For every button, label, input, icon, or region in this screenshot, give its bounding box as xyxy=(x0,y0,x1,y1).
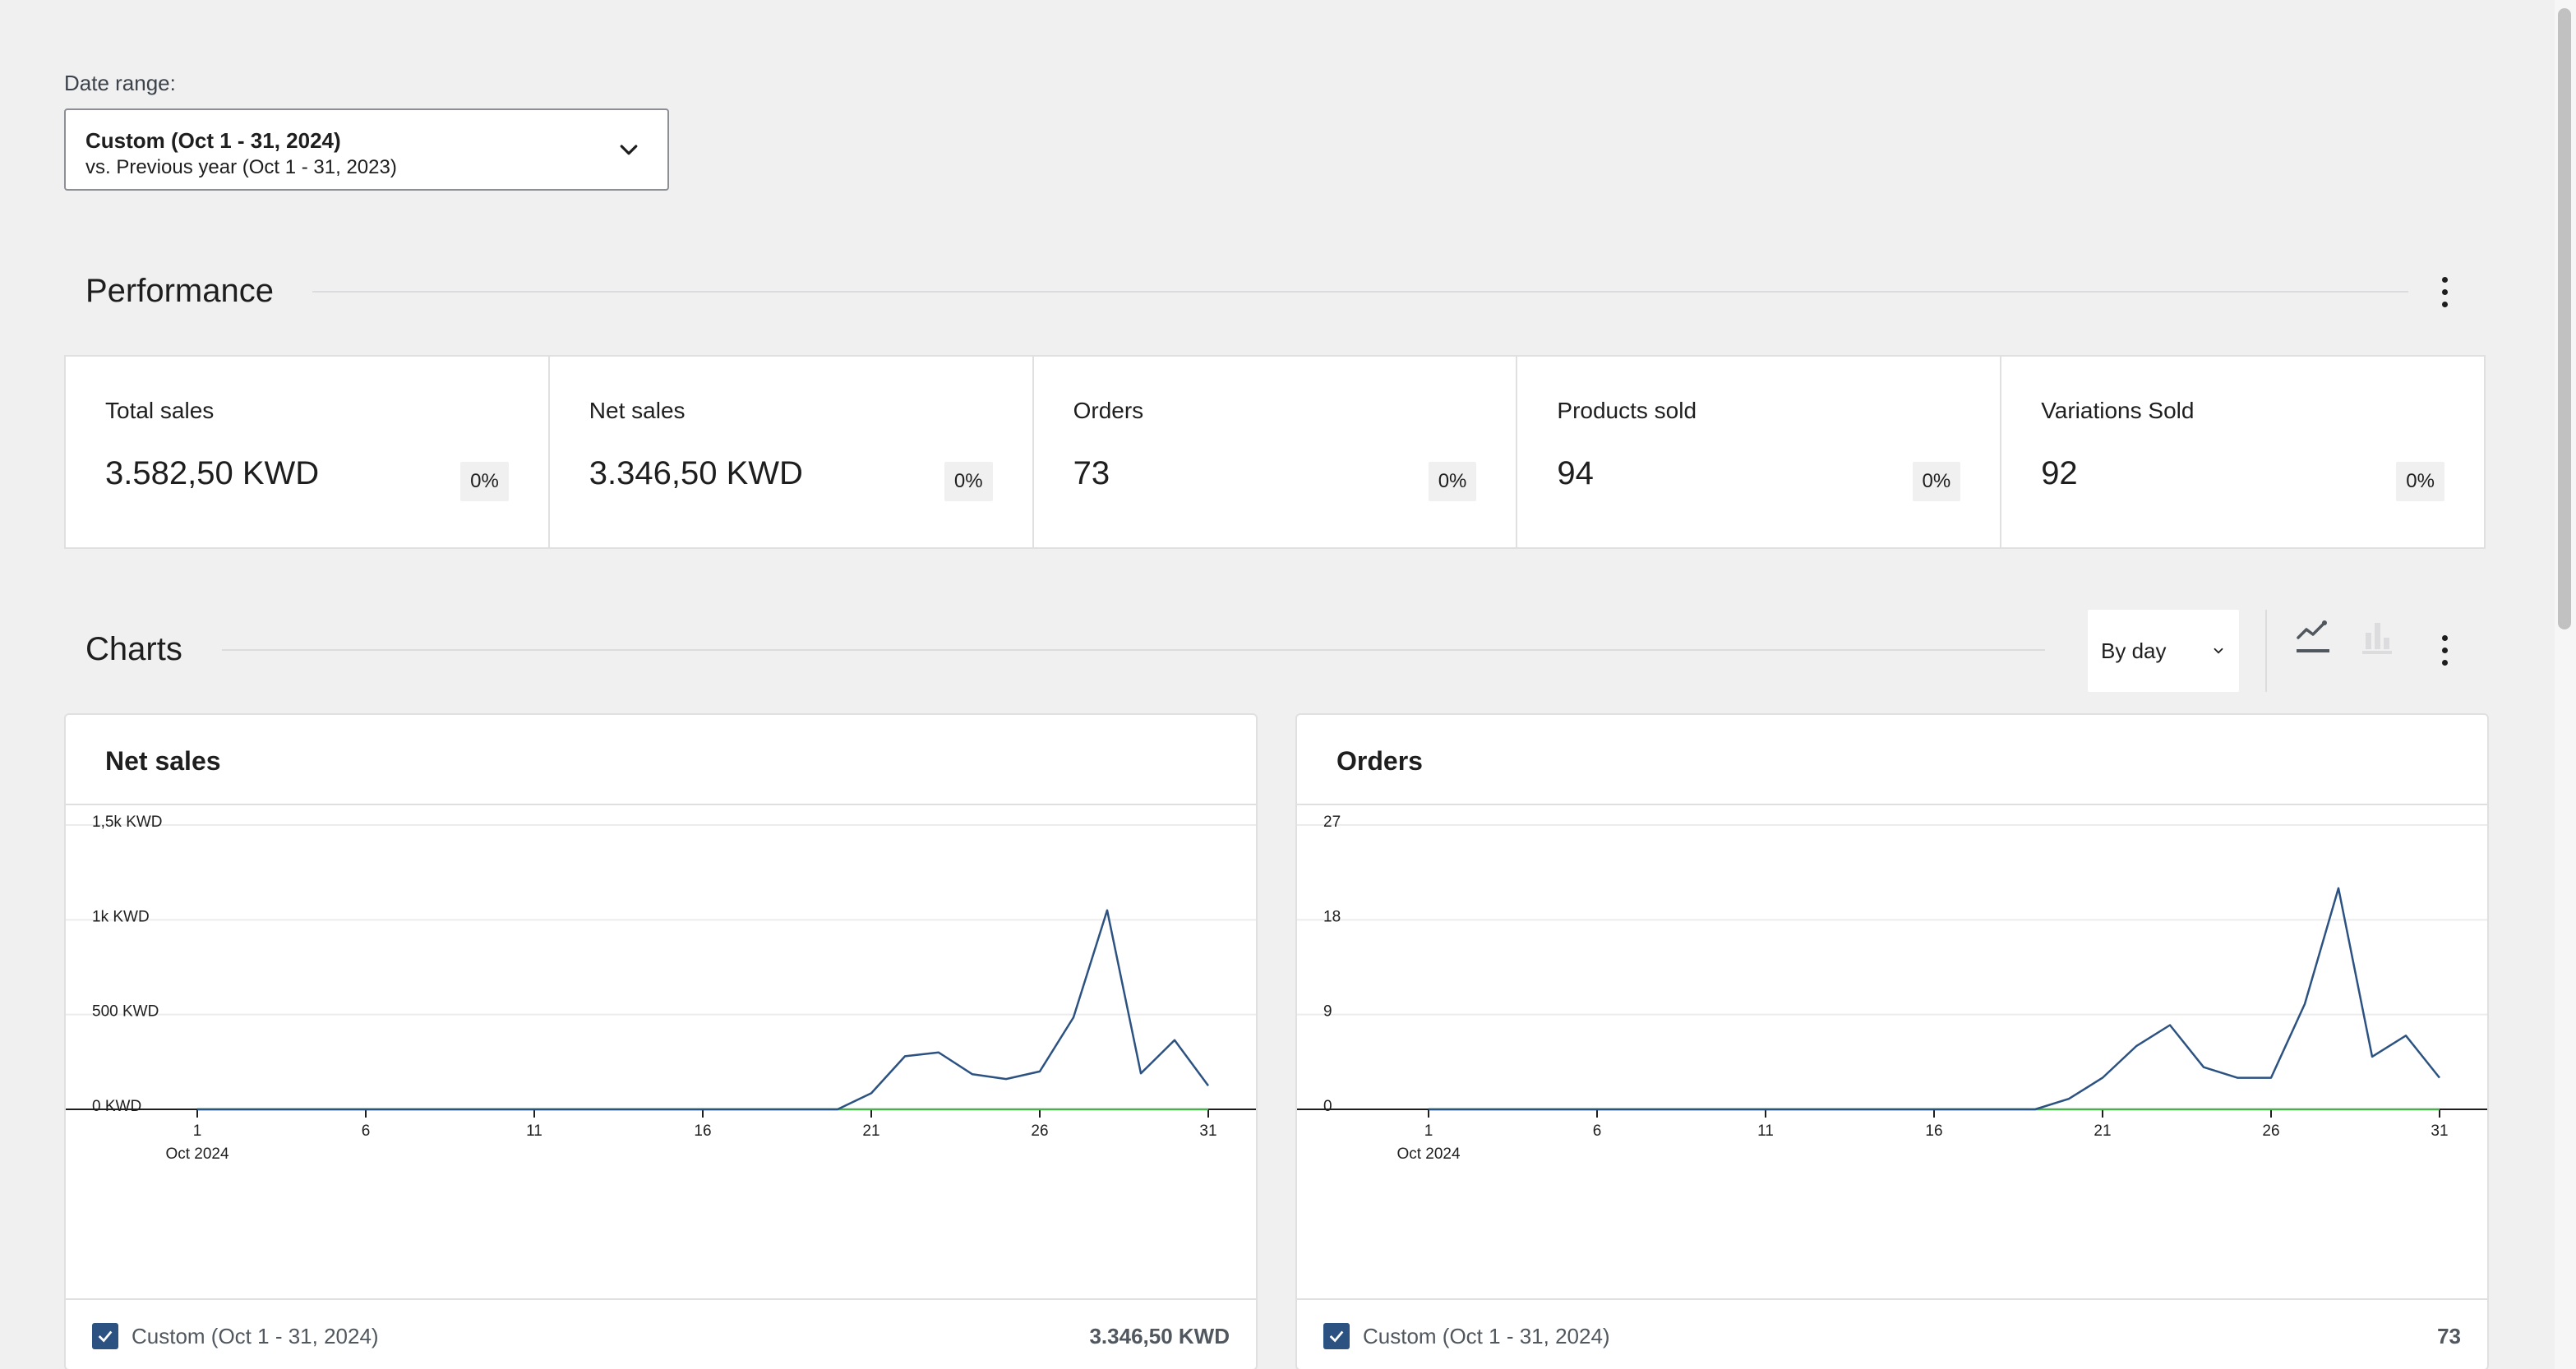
legend-series-name: Custom (Oct 1 - 31, 2024) xyxy=(1363,1323,1610,1348)
perf-value: 73 xyxy=(1073,455,1110,491)
date-range-label: Date range: xyxy=(64,71,176,95)
y-tick-label: 9 xyxy=(1323,1003,1332,1021)
x-tick-label: 6 xyxy=(1593,1122,1602,1140)
perf-label: Products sold xyxy=(1557,398,1697,423)
x-tick-label: 31 xyxy=(1199,1122,1216,1140)
date-range-comparison: vs. Previous year (Oct 1 - 31, 2023) xyxy=(85,156,397,178)
perf-card-orders[interactable]: Orders 73 0% xyxy=(1034,357,1518,547)
checkmark-icon xyxy=(98,1330,113,1343)
performance-cards: Total sales 3.582,50 KWD 0% Net sales 3.… xyxy=(64,355,2486,549)
perf-label: Orders xyxy=(1073,398,1144,423)
charts-title: Charts xyxy=(85,631,182,667)
y-tick-label: 500 KWD xyxy=(92,1003,159,1021)
series-line-primary xyxy=(1429,887,2440,1111)
legend-checkbox[interactable] xyxy=(1323,1323,1350,1349)
perf-value: 3.346,50 KWD xyxy=(589,455,803,491)
x-tick-label: 1 xyxy=(193,1122,202,1140)
line-chart-icon[interactable] xyxy=(2295,618,2331,657)
performance-title: Performance xyxy=(85,273,274,309)
legend-total: 73 xyxy=(2437,1323,2461,1348)
x-tick-label: 16 xyxy=(1925,1122,1942,1140)
series-line-primary xyxy=(197,909,1210,1111)
y-tick-label: 27 xyxy=(1323,814,1341,831)
perf-delta-badge: 0% xyxy=(460,462,509,501)
x-tick-label: 31 xyxy=(2431,1122,2448,1140)
x-tick-label: 21 xyxy=(2094,1122,2111,1140)
perf-delta-badge: 0% xyxy=(1428,462,1477,501)
x-axis-sublabel: Oct 2024 xyxy=(1396,1145,1461,1163)
perf-card-variations-sold[interactable]: Variations Sold 92 0% xyxy=(2001,357,2484,547)
orders-chart-panel: Orders 0 9 18 27 1 6 11 16 21 26 31 Oct 2024 Custom… xyxy=(1295,713,2489,1369)
y-tick-label: 1k KWD xyxy=(92,908,150,925)
scrollbar-thumb[interactable] xyxy=(2558,8,2571,629)
x-axis-sublabel: Oct 2024 xyxy=(165,1145,229,1163)
checkmark-icon xyxy=(1329,1330,1344,1343)
bar-chart-icon[interactable] xyxy=(2362,618,2392,657)
performance-divider xyxy=(312,291,2408,293)
x-tick-label: 6 xyxy=(362,1122,371,1140)
x-tick-label: 1 xyxy=(1424,1122,1433,1140)
y-tick-label: 1,5k KWD xyxy=(92,814,163,831)
chart-legend: Custom (Oct 1 - 31, 2024) 73 xyxy=(1297,1298,2487,1369)
x-tick-label: 11 xyxy=(1757,1122,1774,1140)
perf-card-total-sales[interactable]: Total sales 3.582,50 KWD 0% xyxy=(66,357,550,547)
chart-title: Orders xyxy=(1297,715,2487,805)
y-tick-label: 0 xyxy=(1323,1098,1332,1115)
perf-label: Net sales xyxy=(589,398,686,423)
perf-delta-badge: 0% xyxy=(2396,462,2444,501)
perf-value: 3.582,50 KWD xyxy=(105,455,320,491)
x-tick-label: 26 xyxy=(2262,1122,2279,1140)
interval-label: By day xyxy=(2101,638,2167,663)
perf-card-products-sold[interactable]: Products sold 94 0% xyxy=(1517,357,2002,547)
net-sales-chart-panel: Net sales 0 KWD 500 KWD 1k KWD 1,5k KWD 1 6 11… xyxy=(64,713,1258,1369)
perf-delta-badge: 0% xyxy=(1912,462,1961,501)
perf-label: Total sales xyxy=(105,398,215,423)
more-vertical-icon[interactable] xyxy=(2428,271,2461,312)
perf-label: Variations Sold xyxy=(2041,398,2195,423)
legend-series-name: Custom (Oct 1 - 31, 2024) xyxy=(132,1323,379,1348)
perf-delta-badge: 0% xyxy=(944,462,993,501)
chart-title: Net sales xyxy=(66,715,1256,805)
legend-total: 3.346,50 KWD xyxy=(1089,1323,1230,1348)
x-tick-label: 21 xyxy=(862,1122,879,1140)
perf-value: 94 xyxy=(1557,455,1594,491)
x-tick-label: 26 xyxy=(1031,1122,1048,1140)
y-tick-label: 18 xyxy=(1323,908,1341,925)
date-range-primary: Custom (Oct 1 - 31, 2024) xyxy=(85,128,341,153)
x-tick-label: 16 xyxy=(694,1122,711,1140)
perf-value: 92 xyxy=(2041,455,2078,491)
charts-divider xyxy=(222,649,2045,651)
interval-select[interactable]: By day xyxy=(2088,610,2239,692)
chevron-down-icon xyxy=(2214,648,2223,654)
date-range-select[interactable]: Custom (Oct 1 - 31, 2024) vs. Previous y… xyxy=(64,108,669,191)
y-tick-label: 0 KWD xyxy=(92,1098,141,1115)
more-vertical-icon[interactable] xyxy=(2428,629,2461,671)
chevron-down-icon xyxy=(620,145,638,155)
chart-legend: Custom (Oct 1 - 31, 2024) 3.346,50 KWD xyxy=(66,1298,1256,1369)
legend-checkbox[interactable] xyxy=(92,1323,118,1349)
controls-divider xyxy=(2265,610,2267,692)
x-tick-label: 11 xyxy=(526,1122,542,1140)
perf-card-net-sales[interactable]: Net sales 3.346,50 KWD 0% xyxy=(550,357,1034,547)
